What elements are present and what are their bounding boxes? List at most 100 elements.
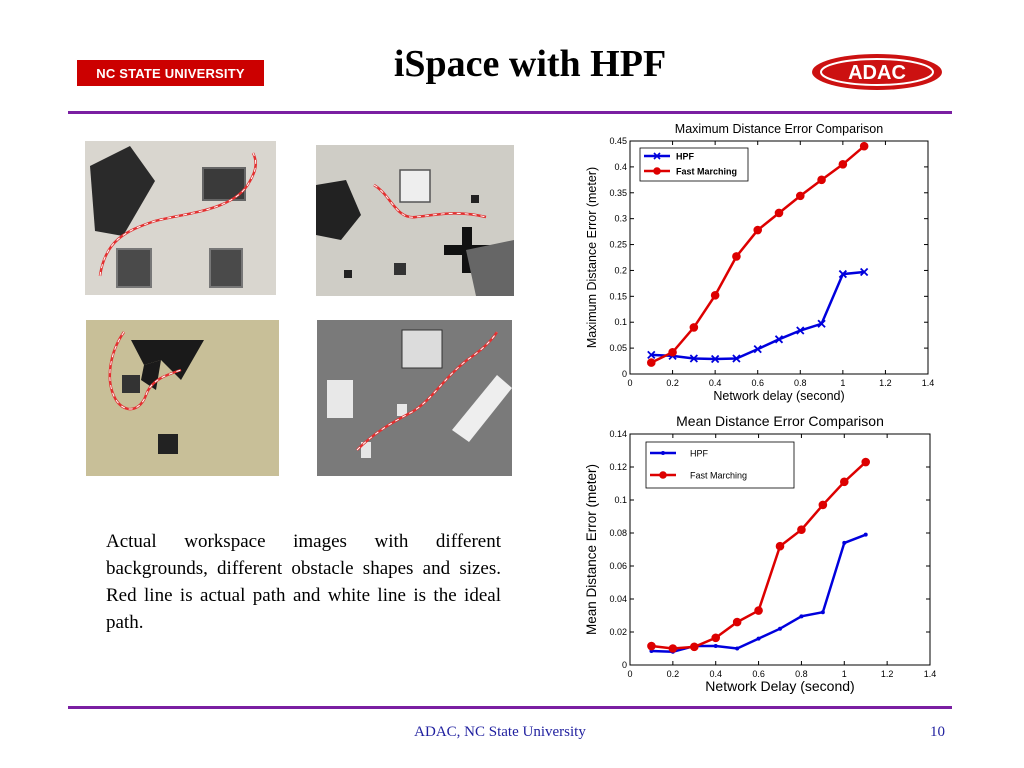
y-tick-label: 0	[622, 660, 627, 670]
x-tick-label: 0.4	[709, 669, 722, 679]
x-tick-label: 1	[842, 669, 847, 679]
workspace-photo-2	[316, 145, 514, 296]
y-tick-label: 0.05	[609, 343, 627, 353]
data-point	[774, 208, 784, 218]
y-tick-label: 0.14	[609, 429, 627, 439]
data-point	[647, 641, 656, 651]
chart-title: Maximum Distance Error Comparison	[675, 122, 883, 136]
data-point	[713, 644, 718, 649]
data-point	[838, 269, 847, 279]
footer-rule	[68, 706, 952, 709]
y-axis-label: Mean Distance Error (meter)	[584, 464, 599, 635]
x-tick-label: 0.6	[752, 669, 765, 679]
caption-text: Actual workspace images with different b…	[106, 531, 501, 633]
x-tick-label: 0	[627, 669, 632, 679]
workspace-photo-4	[317, 320, 512, 476]
legend-label: Fast Marching	[690, 471, 747, 481]
max-error-chart: Maximum Distance Error Comparison 0 0.2 0.4…	[585, 122, 935, 403]
y-tick-label: 0.06	[609, 561, 627, 571]
data-point	[647, 350, 656, 359]
y-tick-label: 0.45	[609, 136, 627, 146]
data-point	[754, 606, 763, 615]
data-point	[796, 326, 805, 335]
slide-title: iSpace with HPF	[393, 43, 667, 85]
x-axis-label: Network delay (second)	[713, 389, 844, 403]
legend-label: HPF	[690, 449, 709, 459]
legend-box	[645, 441, 795, 489]
footer-text: ADAC, NC State University	[414, 724, 586, 740]
data-point	[711, 633, 721, 643]
y-tick-label: 0.35	[609, 188, 627, 198]
data-point	[839, 477, 849, 487]
data-point	[818, 500, 828, 510]
legend-label: HPF	[676, 152, 695, 162]
x-axis-label: Network Delay (second)	[705, 678, 854, 694]
x-tick-label: 0.2	[667, 669, 680, 679]
workspace-photo-1	[85, 141, 276, 295]
data-point	[775, 541, 785, 551]
adac-logo-text: ADAC	[848, 62, 906, 84]
x-tick-label: 1.4	[924, 669, 937, 679]
data-point	[668, 644, 678, 653]
data-point	[795, 191, 805, 201]
adac-logo: ADAC	[812, 54, 942, 90]
mean-error-chart: Mean Distance Error Comparison 0 0.2 0.4 0.6…	[584, 413, 937, 694]
legend-marker	[653, 152, 661, 160]
x-tick-label: 1.2	[881, 669, 894, 679]
data-point	[689, 642, 699, 652]
x-tick-label: 0.8	[794, 378, 807, 388]
data-point	[799, 614, 804, 619]
data-point	[732, 252, 741, 261]
data-point	[735, 646, 740, 651]
y-axis-label: Maximum Distance Error (meter)	[585, 167, 599, 348]
data-point	[820, 610, 825, 615]
data-point	[689, 354, 698, 363]
workspace-photo-3	[86, 320, 279, 476]
x-tick-label: 1	[840, 378, 845, 388]
legend-marker	[659, 471, 667, 479]
legend-marker	[661, 451, 665, 455]
nc-state-logo: NC STATE UNIVERSITY	[77, 60, 264, 86]
y-tick-label: 0.02	[609, 627, 627, 637]
data-point	[842, 540, 847, 545]
data-point	[668, 347, 677, 357]
data-point	[860, 267, 869, 277]
y-tick-label: 0	[622, 369, 627, 379]
data-point	[863, 532, 868, 537]
data-point	[711, 354, 720, 364]
y-tick-label: 0.2	[614, 265, 627, 275]
x-tick-label: 0	[627, 378, 632, 388]
x-tick-label: 1.4	[922, 378, 935, 388]
y-tick-label: 0.08	[609, 528, 627, 538]
legend-marker	[653, 167, 661, 175]
data-point	[861, 457, 871, 467]
data-point	[756, 636, 761, 641]
page-number: 10	[930, 724, 945, 740]
x-tick-label: 0.6	[751, 378, 764, 388]
data-point	[817, 319, 826, 328]
data-point	[778, 626, 782, 631]
y-tick-label: 0.12	[609, 462, 627, 472]
legend-label: Fast Marching	[676, 167, 737, 177]
data-point	[710, 290, 720, 300]
y-tick-label: 0.4	[614, 162, 627, 172]
data-point	[732, 354, 741, 363]
x-tick-label: 1.2	[879, 378, 892, 388]
data-point	[753, 225, 763, 235]
chart-title: Mean Distance Error Comparison	[676, 413, 884, 429]
y-tick-label: 0.1	[614, 317, 627, 327]
data-point	[753, 345, 762, 354]
data-point	[859, 141, 869, 151]
data-point	[797, 525, 806, 534]
data-point	[774, 335, 784, 344]
y-tick-label: 0.04	[609, 594, 627, 604]
x-tick-label: 0.2	[666, 378, 679, 388]
header-rule	[68, 111, 952, 114]
x-tick-label: 0.8	[795, 669, 808, 679]
data-point	[732, 617, 742, 627]
y-tick-label: 0.25	[609, 240, 627, 250]
y-tick-label: 0.3	[614, 214, 627, 224]
data-point	[689, 323, 699, 332]
data-point	[646, 358, 656, 367]
legend-box	[639, 147, 749, 182]
